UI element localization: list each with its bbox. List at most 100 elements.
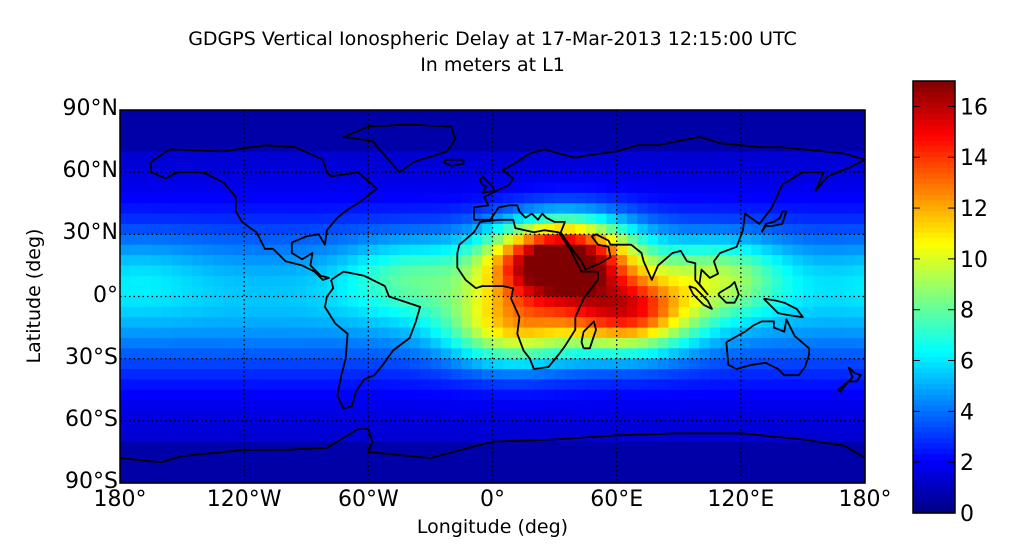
heatmap-cell: [637, 223, 649, 235]
heatmap-cell: [451, 400, 463, 412]
heatmap-cell: [140, 306, 152, 318]
heatmap-cell: [740, 255, 752, 267]
heatmap-cell: [461, 472, 473, 484]
heatmap-cell: [833, 389, 845, 401]
heatmap-cell: [668, 172, 680, 184]
heatmap-cell: [658, 120, 670, 132]
heatmap-cell: [544, 431, 556, 443]
heatmap-cell: [202, 182, 214, 194]
heatmap-cell: [233, 223, 245, 235]
heatmap-cell: [182, 441, 194, 453]
heatmap-cell: [771, 389, 783, 401]
heatmap-cell: [192, 286, 204, 298]
heatmap-cell: [337, 234, 349, 246]
heatmap-cell: [244, 420, 256, 432]
heatmap-cell: [689, 389, 701, 401]
heatmap-cell: [244, 358, 256, 370]
heatmap-cell: [182, 296, 194, 308]
heatmap-cell: [595, 400, 607, 412]
heatmap-cell: [627, 255, 638, 267]
heatmap-cell: [161, 451, 173, 463]
heatmap-cell: [451, 141, 463, 153]
heatmap-cell: [616, 286, 628, 298]
heatmap-cell: [285, 441, 297, 453]
heatmap-cell: [254, 213, 266, 225]
heatmap-cell: [792, 472, 804, 484]
heatmap-cell: [502, 400, 514, 412]
heatmap-cell: [668, 275, 680, 287]
heatmap-cell: [771, 317, 783, 329]
heatmap-cell: [171, 130, 183, 142]
colorbar-segment: [913, 145, 955, 152]
heatmap-cell: [440, 337, 452, 349]
heatmap-cell: [813, 161, 825, 173]
heatmap-cell: [264, 192, 276, 204]
heatmap-cell: [368, 472, 380, 484]
colorbar-segment: [913, 459, 955, 465]
heatmap-cell: [399, 472, 411, 484]
heatmap-cell: [202, 451, 214, 463]
heatmap-cell: [440, 410, 452, 422]
heatmap-cell: [533, 462, 545, 474]
heatmap-cell: [792, 306, 804, 318]
heatmap-cell: [171, 244, 183, 256]
heatmap-cell: [833, 379, 845, 391]
heatmap-cell: [389, 244, 400, 256]
heatmap-cell: [854, 223, 866, 235]
heatmap-cell: [502, 223, 514, 235]
heatmap-cell: [471, 379, 483, 391]
heatmap-cell: [451, 306, 463, 318]
heatmap-cell: [678, 431, 690, 443]
heatmap-cell: [802, 462, 814, 474]
heatmap-cell: [751, 431, 763, 443]
heatmap-cell: [430, 410, 442, 422]
colorbar-segment: [913, 469, 955, 476]
heatmap-cell: [451, 192, 463, 204]
heatmap-cell: [627, 172, 638, 184]
heatmap-cell: [254, 327, 266, 339]
heatmap-cell: [823, 431, 835, 443]
heatmap-cell: [720, 400, 732, 412]
heatmap-cell: [254, 161, 266, 173]
heatmap-cell: [316, 462, 328, 474]
heatmap-cell: [854, 431, 866, 443]
heatmap-cell: [544, 255, 556, 267]
heatmap-cell: [492, 151, 504, 163]
heatmap-cell: [575, 296, 587, 308]
heatmap-cell: [513, 462, 525, 474]
heatmap-cell: [326, 141, 338, 153]
heatmap-cell: [523, 389, 535, 401]
heatmap-cell: [564, 130, 576, 142]
heatmap-cell: [554, 275, 566, 287]
heatmap-cell: [751, 420, 763, 432]
heatmap-cell: [751, 120, 763, 132]
heatmap-cell: [213, 244, 225, 256]
heatmap-cell: [275, 110, 287, 121]
heatmap-cell: [709, 410, 721, 422]
heatmap-cell: [544, 451, 556, 463]
heatmap-cell: [357, 286, 369, 298]
heatmap-cell: [833, 110, 845, 121]
heatmap-cell: [120, 213, 131, 225]
heatmap-cell: [658, 306, 670, 318]
heatmap-cell: [740, 234, 752, 246]
heatmap-cell: [689, 296, 701, 308]
heatmap-cell: [564, 431, 576, 443]
heatmap-cell: [668, 420, 680, 432]
heatmap-cell: [792, 441, 804, 453]
heatmap-cell: [533, 203, 545, 215]
heatmap-cell: [347, 306, 359, 318]
heatmap-cell: [533, 223, 545, 235]
heatmap-cell: [275, 286, 287, 298]
heatmap-cell: [482, 317, 494, 329]
heatmap-cell: [378, 130, 390, 142]
heatmap-cell: [233, 151, 245, 163]
heatmap-cell: [357, 182, 369, 194]
heatmap-cell: [233, 306, 245, 318]
heatmap-cell: [813, 431, 825, 443]
heatmap-cell: [564, 110, 576, 121]
heatmap-cell: [306, 472, 318, 484]
heatmap-cell: [699, 348, 711, 360]
heatmap-cell: [337, 161, 349, 173]
heatmap-cell: [326, 213, 338, 225]
